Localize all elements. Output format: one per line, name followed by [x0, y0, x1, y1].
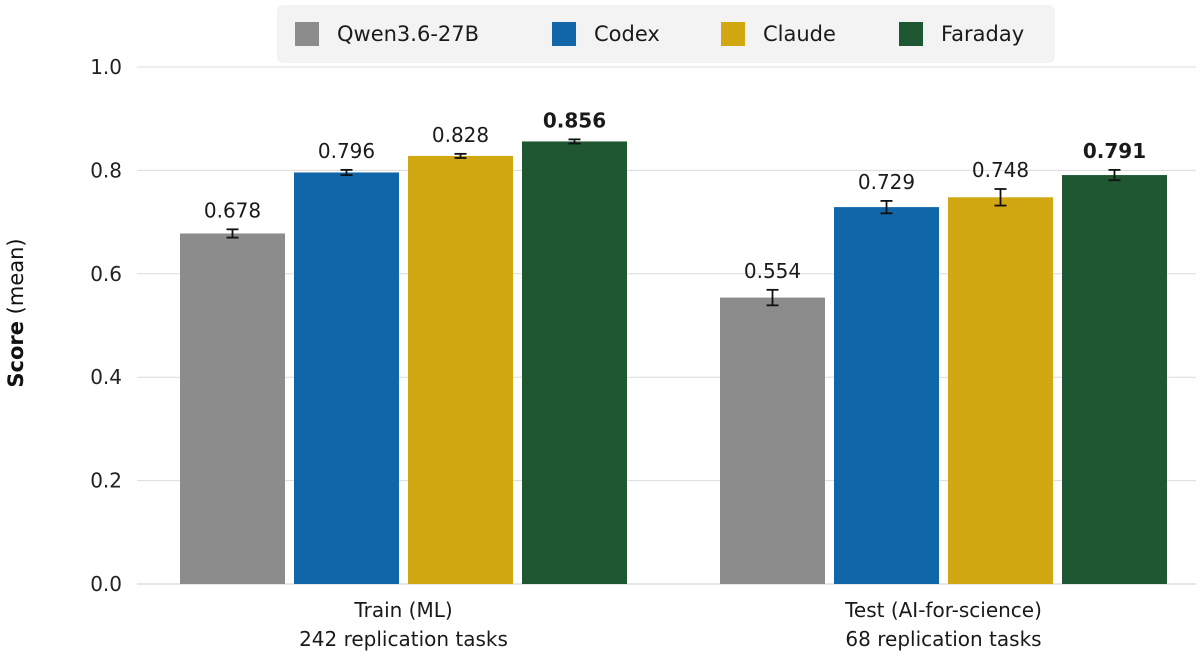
legend-swatch-claude: [721, 22, 745, 46]
legend-swatch-codex: [552, 22, 576, 46]
bar: [1062, 175, 1167, 585]
y-tick-label: 0.4: [90, 365, 122, 389]
legend-item-codex: Codex: [552, 5, 660, 63]
data-label: 0.678: [204, 198, 261, 222]
bar: [720, 297, 825, 584]
error-bars: [226, 138, 1121, 307]
y-axis-title-bold: Score: [4, 321, 28, 388]
data-label: 0.748: [972, 158, 1029, 182]
bar: [834, 207, 939, 584]
data-label: 0.791: [1083, 139, 1146, 163]
legend-label-codex: Codex: [594, 22, 660, 46]
legend-label-claude: Claude: [763, 22, 836, 46]
y-axis-title-rest: (mean): [4, 238, 28, 315]
y-axis-title: Score (mean): [4, 238, 28, 387]
x-tick-sublabel: 242 replication tasks: [299, 627, 508, 651]
bar: [180, 233, 285, 584]
y-tick-label: 0.2: [90, 469, 122, 493]
data-label: 0.796: [318, 139, 375, 163]
legend-item-faraday: Faraday: [899, 5, 1024, 63]
x-tick-label: Train (ML): [353, 598, 452, 622]
legend-label-qwen: Qwen3.6-27B: [337, 22, 480, 46]
legend-label-faraday: Faraday: [941, 22, 1025, 46]
y-tick-label: 0.6: [90, 262, 122, 286]
legend-item-claude: Claude: [721, 5, 836, 63]
data-label: 0.828: [432, 123, 489, 147]
x-tick-label: Test (AI-for-science): [844, 598, 1042, 622]
bar: [948, 197, 1053, 584]
y-tick-label: 1.0: [90, 55, 122, 79]
bar: [408, 155, 513, 584]
y-tick-labels: 0.0 0.2 0.4 0.6 0.8 1.0: [90, 55, 122, 596]
bar: [294, 172, 399, 584]
data-label: 0.856: [543, 108, 606, 132]
x-tick-sublabel: 68 replication tasks: [845, 627, 1041, 651]
legend-swatch-faraday: [899, 22, 923, 46]
y-tick-label: 0.0: [90, 572, 122, 596]
data-label: 0.729: [858, 170, 915, 194]
legend-swatch-qwen: [295, 22, 319, 46]
y-tick-label: 0.8: [90, 158, 122, 182]
data-label: 0.554: [744, 259, 801, 283]
legend: Qwen3.6-27B Codex Claude Faraday: [277, 5, 1055, 63]
bars: [180, 141, 1167, 585]
legend-item-qwen: Qwen3.6-27B: [295, 5, 479, 63]
data-labels: 0.678 0.796 0.828 0.856 0.554 0.729 0.748 0.791: [204, 108, 1146, 282]
bar: [522, 141, 627, 584]
x-tick-labels: Train (ML) 242 replication tasks Test (AI-…: [299, 598, 1042, 651]
